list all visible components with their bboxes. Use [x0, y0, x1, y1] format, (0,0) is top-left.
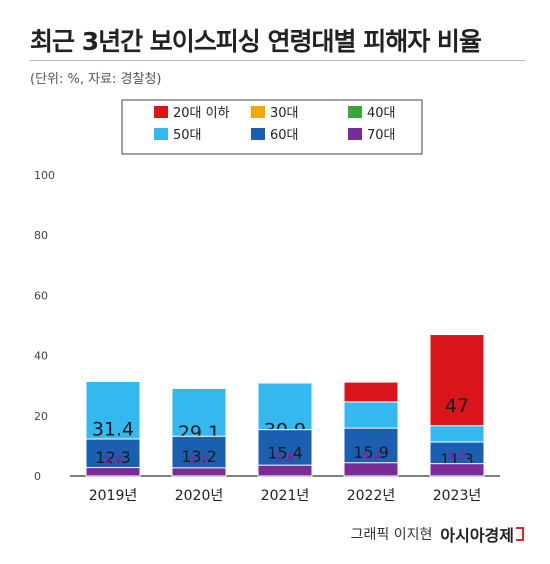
- y-tick-label: 100: [34, 169, 55, 182]
- bar-segment: [257, 464, 313, 477]
- publisher-logo-text: 아시아경제: [440, 526, 514, 545]
- y-tick-label: 40: [34, 350, 48, 363]
- legend-swatch: [154, 128, 168, 140]
- y-tick-label: 80: [34, 229, 48, 242]
- y-tick-label: 0: [34, 470, 41, 483]
- data-label: 2.7: [189, 454, 209, 467]
- data-label: 4.1: [447, 450, 467, 463]
- y-tick-label: 60: [34, 289, 48, 302]
- bar-segment: [171, 467, 227, 477]
- title-divider: [30, 60, 525, 61]
- legend-label: 30대: [270, 106, 299, 121]
- chart-subtitle: (단위: %, 자료: 경찰청): [30, 72, 162, 87]
- x-tick-label: 2022년: [347, 488, 396, 504]
- legend-swatch: [154, 106, 168, 118]
- x-tick-label: 2019년: [89, 488, 138, 504]
- logo-mark-icon: [516, 527, 524, 541]
- publisher-logo: 아시아경제: [440, 522, 524, 546]
- legend-label: 40대: [367, 106, 396, 121]
- bar-segment: [343, 462, 399, 477]
- legend-box: [121, 99, 423, 155]
- data-label: 12.3: [95, 448, 131, 467]
- legend-swatch: [348, 128, 362, 140]
- x-tick-label: 2020년: [175, 488, 224, 504]
- legend-label: 20대 이하: [173, 106, 230, 121]
- bar-segment: [429, 463, 485, 477]
- data-label: 15.4: [267, 444, 303, 463]
- data-label: 2.8: [103, 454, 123, 467]
- graphic-byline: 그래픽 이지현: [350, 527, 433, 543]
- legend-label: 60대: [270, 128, 299, 143]
- data-label: 47: [445, 395, 469, 417]
- data-label: 15.9: [353, 443, 389, 462]
- data-label: 13.2: [181, 447, 217, 466]
- chart-title: 최근 3년간 보이스피싱 연령대별 피해자 비율: [30, 27, 482, 56]
- x-tick-label: 2023년: [433, 488, 482, 504]
- legend-swatch: [348, 106, 362, 118]
- x-tick-label: 2021년: [261, 488, 310, 504]
- legend-label: 70대: [367, 128, 396, 143]
- legend-label: 50대: [173, 128, 202, 143]
- y-tick-label: 20: [34, 410, 48, 423]
- data-label: 3.6: [275, 451, 295, 464]
- legend-swatch: [251, 128, 265, 140]
- data-label: 4.4: [361, 449, 381, 462]
- legend-swatch: [251, 106, 265, 118]
- credit-line: 그래픽 이지현 아시아경제: [351, 522, 524, 546]
- data-label: 31.4: [92, 419, 134, 441]
- bar-segment: [85, 467, 141, 477]
